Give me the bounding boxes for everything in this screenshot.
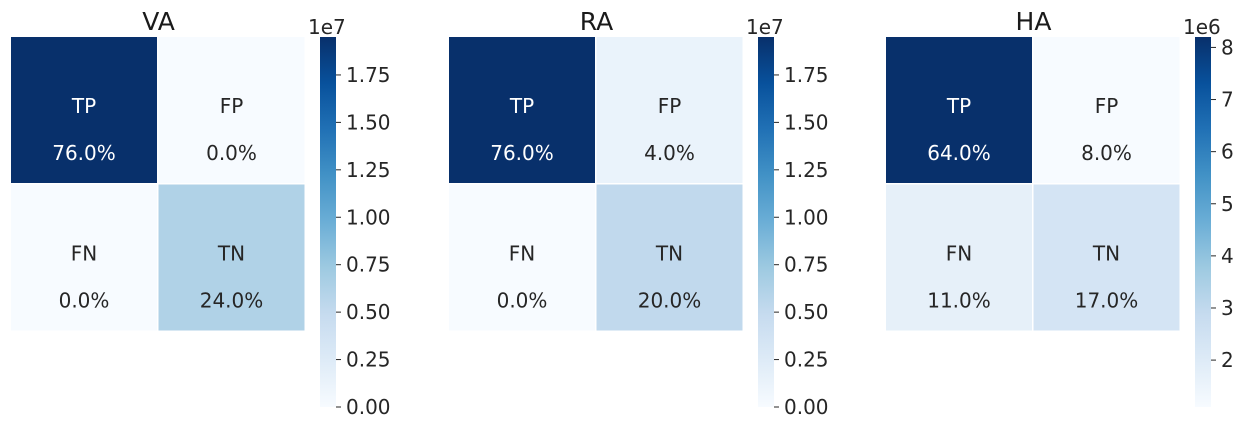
heatmap-cell-fp: [596, 37, 743, 183]
cell-label: FN: [946, 242, 972, 266]
heatmap-cell-tp: [886, 37, 1032, 183]
cell-percentage: 76.0%: [52, 141, 116, 165]
colorbar-tick-label: 0.00: [784, 395, 829, 419]
heatmap-cell-tp: [449, 37, 595, 183]
colorbar-tick-label: 0.75: [346, 253, 391, 277]
cell-label: TP: [509, 94, 534, 118]
colorbar-multiplier: 1e7: [746, 15, 784, 39]
heatmap-cell-tn: [158, 184, 305, 331]
cell-percentage: 17.0%: [1075, 289, 1139, 313]
colorbar-tick-label: 4: [1221, 244, 1234, 268]
colorbar-tick-label: 5: [1221, 192, 1234, 216]
cell-label: TN: [655, 242, 683, 266]
colorbar-tick-label: 1.75: [346, 63, 391, 87]
heatmap-cell-fp: [158, 37, 305, 183]
colorbar-tick-label: 2: [1221, 348, 1234, 372]
colorbar-tick-label: 1.00: [784, 205, 829, 229]
panel-title: HA: [1016, 7, 1052, 36]
colorbar: [1195, 37, 1211, 407]
colorbar-tick-label: 7: [1221, 88, 1234, 112]
colorbar-tick-label: 1.50: [784, 110, 829, 134]
cell-percentage: 8.0%: [1081, 141, 1132, 165]
heatmap-cell-tp: [11, 37, 157, 183]
cell-percentage: 11.0%: [927, 289, 991, 313]
cell-percentage: 64.0%: [927, 141, 991, 165]
colorbar-tick-label: 1.25: [346, 158, 391, 182]
panel-title: VA: [142, 7, 175, 36]
colorbar-tick-label: 1.50: [346, 110, 391, 134]
cell-label: TN: [217, 242, 245, 266]
colorbar-multiplier: 1e6: [1183, 15, 1221, 39]
heatmap-cell-tn: [596, 184, 743, 331]
colorbar-multiplier: 1e7: [308, 15, 346, 39]
cell-percentage: 0.0%: [497, 289, 548, 313]
colorbar-tick-label: 0.75: [784, 253, 829, 277]
heatmap-cell-fn: [11, 184, 157, 331]
heatmap-panel-va: VA TP 76.0% FP 0.0% FN 0.0% TN 24.0% 0.00 0.25 0.50…: [11, 7, 391, 419]
cell-percentage: 4.0%: [644, 141, 695, 165]
heatmap-cell-fn: [449, 184, 595, 331]
colorbar-tick-label: 1.25: [784, 158, 829, 182]
colorbar: [320, 37, 336, 407]
cell-label: FN: [509, 242, 535, 266]
colorbar-tick-label: 0.25: [784, 348, 829, 372]
colorbar-tick-label: 0.50: [784, 300, 829, 324]
cell-percentage: 0.0%: [59, 289, 110, 313]
cell-label: FN: [71, 242, 97, 266]
colorbar-tick-label: 8: [1221, 35, 1234, 59]
colorbar-tick-label: 3: [1221, 296, 1234, 320]
heatmap-panel-ra: RA TP 76.0% FP 4.0% FN 0.0% TN 20.0% 0.00 0.25 0.50…: [449, 7, 829, 419]
cell-label: FP: [220, 94, 244, 118]
cell-label: TN: [1092, 242, 1120, 266]
panel-title: RA: [580, 7, 613, 36]
colorbar: [758, 37, 774, 407]
colorbar-tick-label: 0.50: [346, 300, 391, 324]
colorbar-tick-label: 1.75: [784, 63, 829, 87]
heatmap-cell-fp: [1033, 37, 1180, 183]
cell-label: FP: [658, 94, 682, 118]
cell-percentage: 20.0%: [638, 289, 702, 313]
heatmap-cell-fn: [886, 184, 1032, 331]
cell-label: TP: [946, 94, 971, 118]
colorbar-tick-label: 0.25: [346, 348, 391, 372]
colorbar-tick-label: 1.00: [346, 205, 391, 229]
colorbar-tick-label: 0.00: [346, 395, 391, 419]
cell-label: FP: [1095, 94, 1119, 118]
colorbar-tick-label: 6: [1221, 140, 1234, 164]
cell-label: TP: [71, 94, 96, 118]
heatmap-cell-tn: [1033, 184, 1180, 331]
cell-percentage: 0.0%: [206, 141, 257, 165]
cell-percentage: 24.0%: [200, 289, 264, 313]
cell-percentage: 76.0%: [490, 141, 554, 165]
